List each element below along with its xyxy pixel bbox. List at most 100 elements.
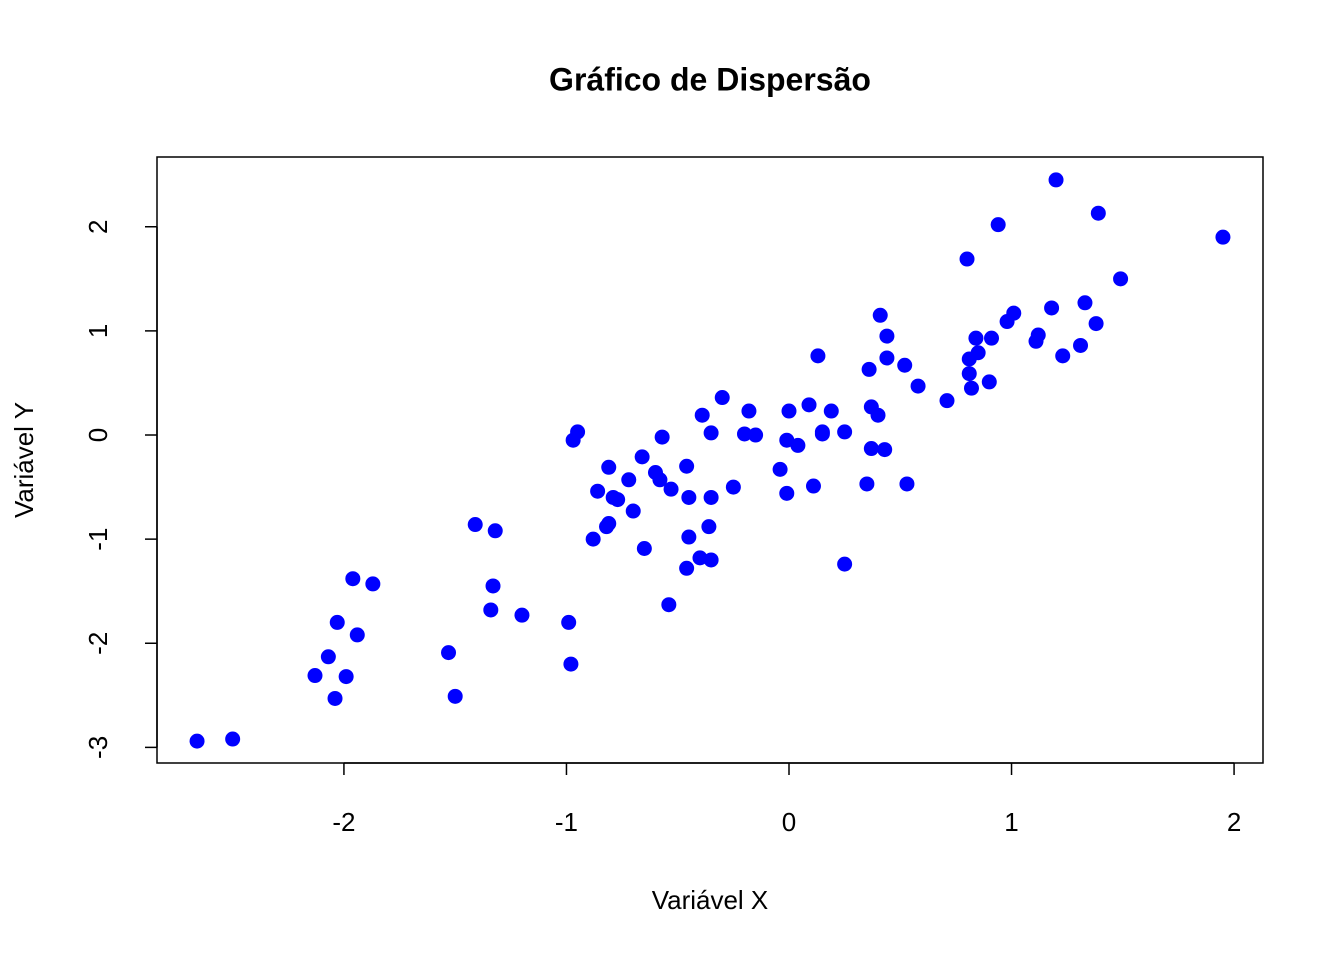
- point: [441, 645, 457, 661]
- point: [681, 489, 697, 505]
- point: [939, 393, 955, 409]
- point: [961, 366, 977, 382]
- point: [703, 552, 719, 568]
- x-axis-label: Variável X: [652, 885, 769, 915]
- point: [990, 217, 1006, 233]
- point: [225, 731, 241, 747]
- point: [970, 345, 986, 361]
- point: [601, 459, 617, 475]
- point: [963, 380, 979, 396]
- point: [879, 328, 895, 344]
- point: [1090, 205, 1106, 221]
- point: [801, 397, 817, 413]
- point: [1006, 305, 1022, 321]
- point: [661, 597, 677, 613]
- point: [748, 427, 764, 443]
- point: [654, 429, 670, 445]
- point: [779, 432, 795, 448]
- point: [487, 523, 503, 539]
- point: [634, 449, 650, 465]
- x-tick-label: -1: [555, 807, 578, 837]
- point: [1073, 337, 1089, 353]
- point: [790, 437, 806, 453]
- y-tick-label: 2: [83, 220, 113, 234]
- y-tick-label: -3: [83, 736, 113, 759]
- point: [959, 251, 975, 267]
- point: [810, 348, 826, 364]
- point: [345, 571, 361, 587]
- point: [837, 556, 853, 572]
- point: [897, 357, 913, 373]
- point: [694, 407, 710, 423]
- point: [365, 576, 381, 592]
- point: [327, 690, 343, 706]
- point: [703, 425, 719, 441]
- point: [1077, 295, 1093, 311]
- point: [338, 669, 354, 685]
- point: [585, 531, 601, 547]
- point: [679, 458, 695, 474]
- point: [663, 481, 679, 497]
- point: [625, 503, 641, 519]
- point: [703, 489, 719, 505]
- point: [307, 668, 323, 684]
- point: [349, 627, 365, 643]
- point: [863, 441, 879, 457]
- point: [1048, 172, 1064, 188]
- point: [1113, 271, 1129, 287]
- point: [701, 519, 717, 535]
- point: [968, 330, 984, 346]
- x-tick-label: 0: [782, 807, 796, 837]
- plot-frame: [156, 156, 1264, 764]
- point: [467, 517, 483, 533]
- y-tick-label: -1: [83, 528, 113, 551]
- point: [910, 378, 926, 394]
- point: [877, 442, 893, 458]
- point: [692, 550, 708, 566]
- y-tick-label: 0: [83, 428, 113, 442]
- chart-title: Gráfico de Dispersão: [549, 61, 871, 97]
- x-tick-label: 1: [1004, 807, 1018, 837]
- point: [779, 485, 795, 501]
- y-tick-label: -2: [83, 632, 113, 655]
- point: [561, 614, 577, 630]
- point: [320, 649, 336, 665]
- point: [189, 733, 205, 749]
- point: [823, 403, 839, 419]
- point: [814, 424, 830, 440]
- point: [837, 424, 853, 440]
- point: [859, 476, 875, 492]
- point: [781, 403, 797, 419]
- point: [514, 607, 530, 623]
- y-tick-label: 1: [83, 324, 113, 338]
- point: [563, 656, 579, 672]
- point: [590, 483, 606, 499]
- point: [610, 492, 626, 508]
- point: [1088, 316, 1104, 332]
- point: [1030, 327, 1046, 343]
- point: [1055, 348, 1071, 364]
- point: [899, 476, 915, 492]
- point: [447, 688, 463, 704]
- point: [870, 407, 886, 423]
- point: [485, 578, 501, 594]
- point: [1215, 229, 1231, 245]
- point: [805, 478, 821, 494]
- point: [621, 472, 637, 488]
- point: [736, 426, 752, 442]
- point: [483, 602, 499, 618]
- point: [879, 350, 895, 366]
- point: [601, 516, 617, 532]
- point: [725, 479, 741, 495]
- point: [861, 361, 877, 377]
- point: [984, 330, 1000, 346]
- point: [570, 424, 586, 440]
- point: [1044, 300, 1060, 316]
- point: [772, 461, 788, 477]
- point: [329, 614, 345, 630]
- point: [872, 307, 888, 323]
- point: [981, 374, 997, 390]
- point: [636, 541, 652, 557]
- point: [652, 472, 668, 488]
